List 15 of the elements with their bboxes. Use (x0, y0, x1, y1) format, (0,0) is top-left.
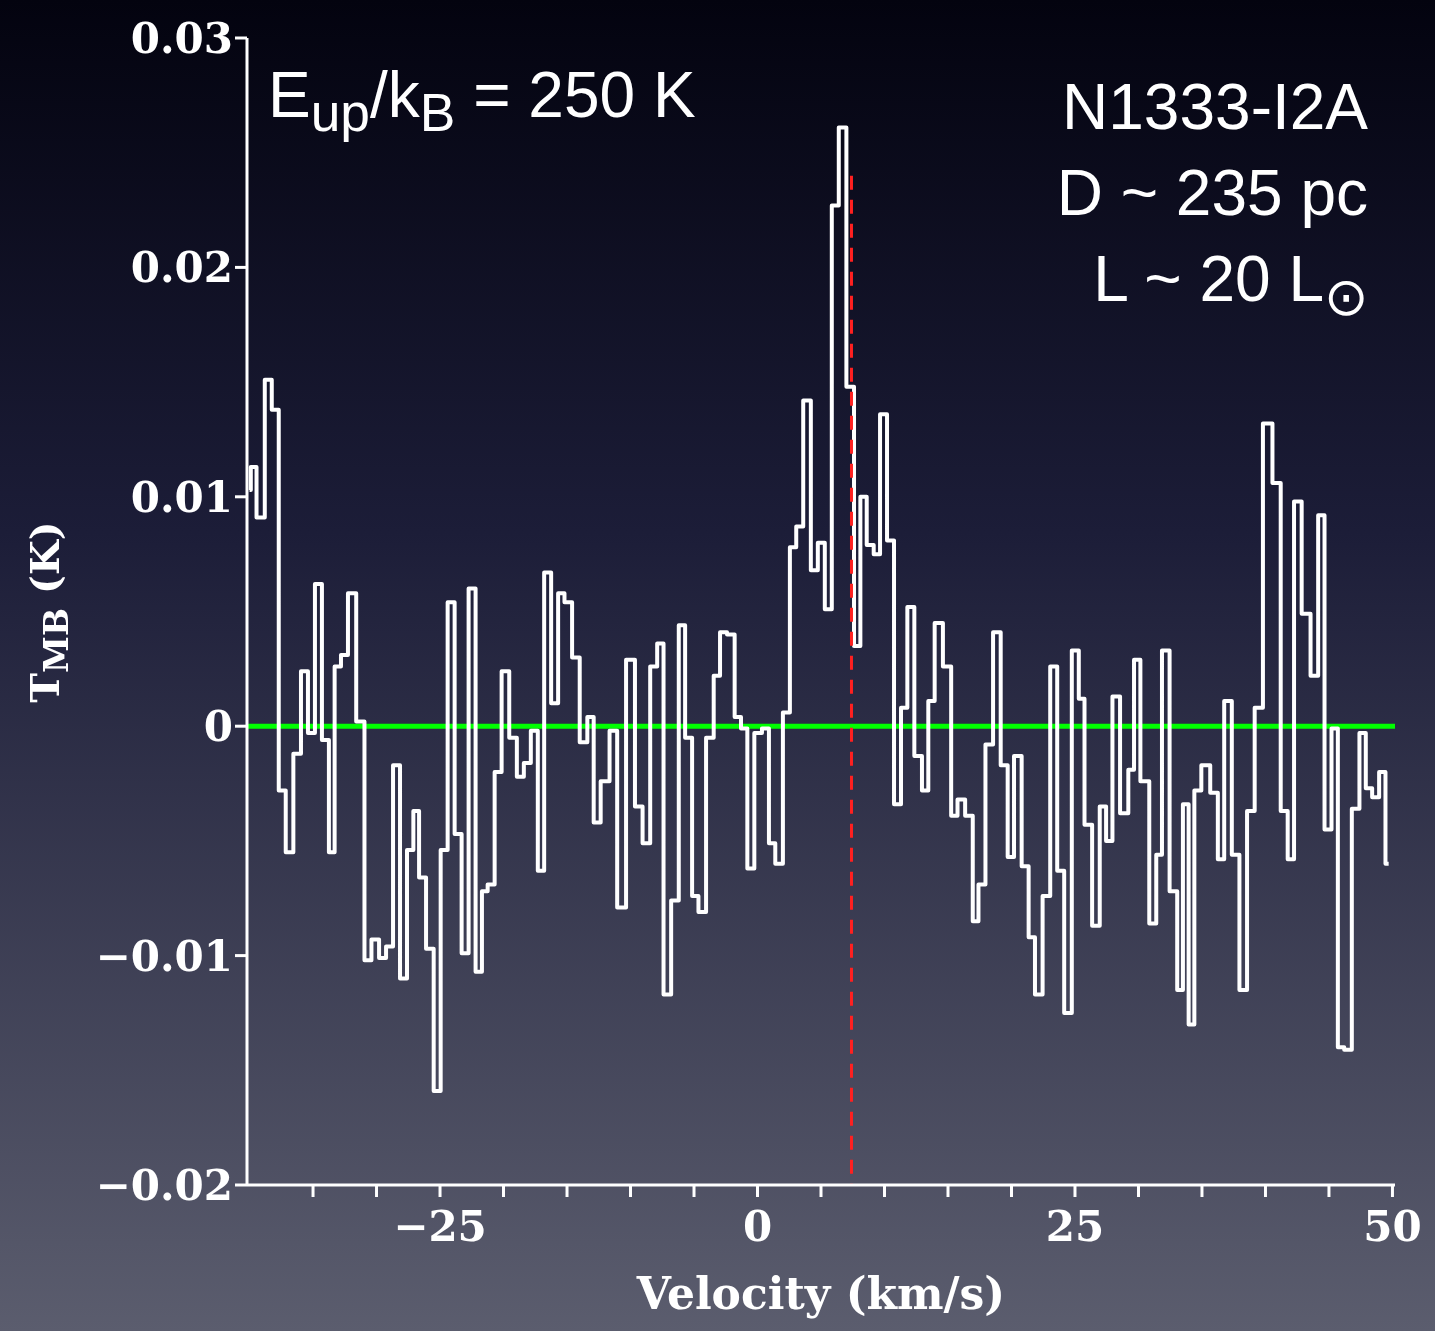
x-tick-label: 50 (1363, 1201, 1422, 1251)
y-tick-label: 0 (203, 702, 233, 752)
x-tick-label: 25 (1045, 1201, 1105, 1251)
x-axis-title: Velocity (km/s) (635, 1268, 1007, 1319)
y-tick-label: −0.02 (95, 1160, 233, 1210)
x-tick-label: −25 (393, 1201, 487, 1251)
x-tick-label: 0 (742, 1201, 773, 1251)
annotation: L ~ 20 L$_{⊙}$ (1093, 242, 1368, 328)
annotation: E$_{up}$/k$_{B}$ = 250 K (268, 58, 696, 143)
annotation: D ~ 235 pc (1056, 156, 1368, 230)
y-tick-label: 0.02 (130, 243, 233, 293)
annotation: N1333-I2A (1062, 70, 1368, 144)
y-tick-label: −0.01 (95, 931, 233, 981)
y-tick-label: 0.01 (130, 472, 233, 522)
y-tick-label: 0.03 (130, 13, 233, 63)
